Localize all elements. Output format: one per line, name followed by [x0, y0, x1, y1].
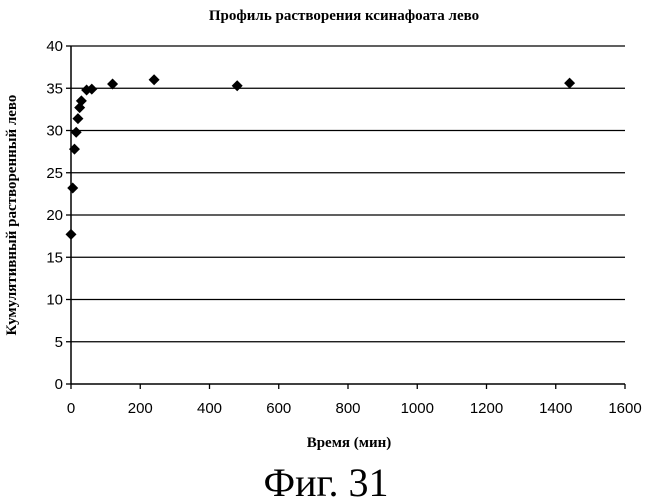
data-point-10 [149, 74, 160, 85]
data-point-1 [67, 182, 78, 193]
data-point-4 [72, 113, 83, 124]
x-tick-label-0: 0 [67, 400, 75, 417]
y-tick-label-35: 35 [46, 80, 63, 97]
x-tick-label-400: 400 [197, 400, 222, 417]
y-tick-label-20: 20 [46, 207, 63, 224]
x-tick-label-1000: 1000 [401, 400, 434, 417]
x-tick-label-1600: 1600 [608, 400, 641, 417]
y-tick-label-0: 0 [55, 376, 63, 393]
x-tick-label-1200: 1200 [470, 400, 503, 417]
y-tick-labels: 0 5 10 15 20 25 30 35 40 [46, 38, 63, 393]
y-tick-label-5: 5 [55, 334, 63, 351]
chart-title: Профиль растворения ксинафоата лево [209, 8, 479, 24]
grid-lines [71, 46, 625, 342]
x-axis-label: Время (мин) [307, 435, 392, 451]
x-tick-label-800: 800 [335, 400, 360, 417]
data-point-12 [564, 78, 575, 89]
y-tick-label-30: 30 [46, 123, 63, 140]
data-point-3 [71, 127, 82, 138]
y-axis-label: Кумулятивный растворенный лево [4, 95, 20, 336]
data-point-11 [232, 80, 243, 91]
y-tick-label-15: 15 [46, 249, 63, 266]
x-tick-label-200: 200 [128, 400, 153, 417]
x-tick-label-1400: 1400 [539, 400, 572, 417]
x-tick-label-600: 600 [266, 400, 291, 417]
data-point-0 [66, 229, 77, 240]
y-tick-label-10: 10 [46, 292, 63, 309]
figure-caption: Фиг. 31 [264, 460, 389, 500]
x-tick-labels: 0 200 400 600 800 1000 1200 1400 1600 [67, 400, 642, 417]
y-tick-label-40: 40 [46, 38, 63, 55]
axes [66, 46, 625, 389]
y-tick-label-25: 25 [46, 165, 63, 182]
